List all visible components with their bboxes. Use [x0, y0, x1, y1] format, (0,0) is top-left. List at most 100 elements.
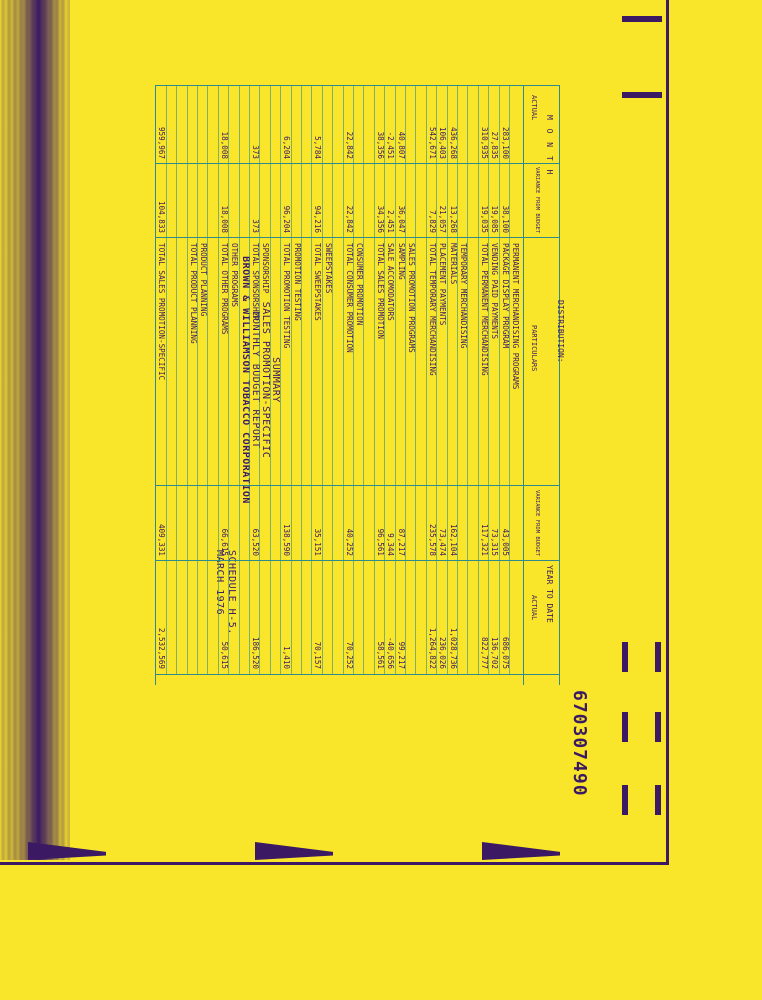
month-group-header: M O N T H	[545, 115, 554, 177]
table-row	[176, 85, 187, 675]
table-row: SWEEPSTAKES	[321, 85, 333, 675]
binder-mark	[655, 785, 661, 815]
cell-ytd-actual: 1,028,736	[448, 627, 458, 669]
table-row: 436,268 13,268 MATERIALS 162,104 1,028,736	[446, 85, 458, 675]
cell-ytd-variance: 9,344	[386, 533, 396, 556]
cell-month-variance: 2,451	[386, 210, 396, 233]
distribution-label: DISTRIBUTION:	[556, 300, 565, 363]
cell-particulars: TOTAL SALES PROMOTION-SPECIFIC	[157, 243, 167, 381]
cell-particulars: CONSUMER PROMOTION	[355, 243, 364, 326]
cell-ytd-actual: 50,615	[219, 641, 229, 669]
cell-month-variance: 373	[251, 219, 260, 233]
table-row: 310,935 19,035 TOTAL PERMANENT MERCHANDISI…	[477, 85, 489, 675]
cell-month-actual: 373	[251, 145, 260, 159]
cell-month-actual: 106,403	[438, 126, 448, 159]
binder-mark	[622, 642, 628, 672]
col-month-variance: VARIANCE FROM BUDGET	[534, 167, 540, 234]
cell-particulars: TOTAL SALES PROMOTION	[375, 243, 385, 340]
table-row	[415, 85, 426, 675]
cell-ytd-variance: 73,474	[438, 528, 448, 556]
cell-particulars: TOTAL OTHER PROGRAMS	[219, 243, 229, 335]
cell-particulars: TOTAL SWEEPSTAKES	[313, 243, 323, 321]
cell-month-actual: 18,008	[219, 131, 229, 159]
table-row: OTHER PROGRAMS	[228, 85, 240, 675]
table-row: TOTAL PRODUCT PLANNING	[186, 85, 198, 675]
cell-ytd-actual: 186,520	[251, 636, 260, 669]
table-row	[363, 85, 374, 675]
cell-ytd-variance: 35,151	[313, 528, 323, 556]
cell-particulars: PACKAGE DISPLAY PROGRAM	[500, 243, 510, 349]
cell-ytd-actual: 70,252	[344, 641, 354, 669]
cell-ytd-variance: 235,578	[427, 523, 437, 556]
cell-particulars: SALES PROMOTION PROGRAMS	[407, 243, 416, 353]
table-row: PERMANENT MERCHANDISING PROGRAMS	[509, 85, 520, 675]
cell-particulars: TOTAL TEMPORARY MERCHANDISING	[427, 243, 437, 376]
table-row: 283,100 38,100 PACKAGE DISPLAY PROGRAM 43,0…	[498, 85, 510, 675]
cell-particulars: PRODUCT PLANNING	[199, 243, 208, 317]
cell-ytd-variance: 117,321	[479, 523, 489, 556]
cell-ytd-variance: 73,315	[490, 528, 500, 556]
cell-ytd-variance: 63,520	[251, 528, 260, 556]
cell-particulars: PERMANENT MERCHANDISING PROGRAMS	[511, 243, 520, 390]
budget-table: M O N T H YEAR TO DATE ACTUAL VARIANCE F…	[155, 85, 560, 685]
table-row: 18,008 18,008 TOTAL OTHER PROGRAMS 66,615 50…	[217, 85, 229, 675]
binder-mark	[655, 642, 661, 672]
table-row: 959,967 104,833 TOTAL SALES PROMOTION-SPEC…	[155, 85, 167, 675]
cell-particulars: TEMPORARY MERCHANDISING	[459, 243, 468, 349]
table-row: 27,835 19,085 VENDING PAID PAYMENTS 73,315 1…	[488, 85, 500, 675]
cell-ytd-variance: 43,005	[500, 528, 510, 556]
cell-month-variance: 19,035	[479, 205, 489, 233]
cell-ytd-actual: 70,157	[313, 641, 323, 669]
row-rule	[155, 85, 157, 675]
table-rule	[523, 85, 524, 685]
cell-ytd-actual: 686,075	[500, 636, 510, 669]
binder-mark	[622, 92, 662, 98]
cell-particulars: SAMPLING	[396, 243, 406, 280]
table-row: 38,356 34,356 TOTAL SALES PROMOTION 96,561 5…	[373, 85, 385, 675]
cell-ytd-actual: 822,777	[479, 636, 489, 669]
binder-mark	[622, 16, 662, 22]
cell-particulars: VENDING PAID PAYMENTS	[490, 243, 500, 340]
cell-particulars: TOTAL PERMANENT MERCHANDISING	[479, 243, 489, 376]
document-number: 670307490	[569, 690, 590, 797]
col-ytd-actual: ACTUAL	[530, 595, 538, 621]
cell-month-variance: 22,842	[344, 205, 354, 233]
cell-particulars: OTHER PROGRAMS	[230, 243, 240, 308]
cell-month-variance: 7,829	[427, 210, 437, 233]
cell-month-actual: 310,935	[479, 126, 489, 159]
table-row	[269, 85, 281, 675]
cell-particulars: SALE ACCOMODATORS	[386, 243, 396, 321]
table-row: PROMOTION TESTING	[290, 85, 302, 675]
cell-ytd-variance: 96,561	[375, 528, 385, 556]
cell-month-variance: 104,833	[157, 200, 167, 233]
cell-particulars: TOTAL CONSUMER PROMOTION	[344, 243, 354, 353]
cell-particulars: PROMOTION TESTING	[292, 243, 302, 321]
table-row: SALES PROMOTION PROGRAMS	[405, 85, 416, 675]
cell-month-variance: 96,204	[282, 205, 292, 233]
ytd-group-header: YEAR TO DATE	[545, 565, 554, 623]
cell-particulars: TOTAL SPONSORSHIP	[251, 243, 260, 321]
cell-month-actual: 38,356	[375, 131, 385, 159]
page-bottom-edge	[0, 862, 668, 865]
cell-particulars: MATERIALS	[448, 243, 458, 285]
cell-particulars: SPONSORSHIP	[261, 243, 271, 294]
cell-month-actual: 22,842	[344, 131, 354, 159]
cell-ytd-variance: 87,217	[396, 528, 406, 556]
cell-month-variance: 13,268	[448, 205, 458, 233]
cell-ytd-variance: 66,615	[219, 528, 229, 556]
cell-month-variance: 38,100	[500, 205, 510, 233]
cell-ytd-actual: 2,532,569	[157, 627, 167, 669]
cell-ytd-actual: -40,656	[386, 636, 396, 669]
col-month-actual: ACTUAL	[530, 95, 538, 121]
binder-mark	[622, 712, 628, 742]
cell-month-actual: 6,204	[282, 136, 292, 159]
cell-month-actual: -2,451	[386, 131, 396, 159]
cell-ytd-actual: 99,217	[396, 641, 406, 669]
cell-month-variance: 94,216	[313, 205, 323, 233]
table-row: CONSUMER PROMOTION	[353, 85, 364, 675]
table-row: SPONSORSHIP	[259, 85, 271, 675]
cell-ytd-actual: 136,702	[490, 636, 500, 669]
cell-particulars: TOTAL PROMOTION TESTING	[282, 243, 292, 349]
table-row: 5,784 94,216 TOTAL SWEEPSTAKES 35,151 70,157	[311, 85, 323, 675]
